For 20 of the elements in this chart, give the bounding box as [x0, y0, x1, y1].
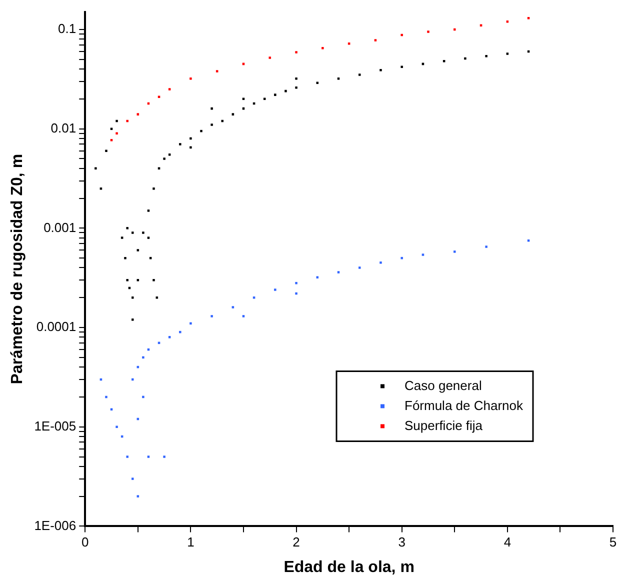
x-tick-label: 2 [292, 534, 300, 550]
y-tick-label: 0.1 [58, 21, 76, 36]
y-tick-label: 1E-005 [34, 418, 76, 434]
y-tick-label: 1E-006 [34, 518, 76, 533]
y-tick-label: 0.001 [44, 220, 76, 235]
y-axis-title: Parámetro de rugosidad Z0, m [9, 154, 26, 384]
x-tick-label: 5 [609, 534, 617, 550]
x-tick-label: 3 [398, 534, 406, 550]
x-tick-label: 0 [82, 534, 89, 550]
legend-label: Fórmula de Charnok [404, 398, 524, 413]
point [506, 20, 509, 23]
legend-label: Superficie fija [404, 418, 484, 433]
x-tick-label: 1 [187, 534, 194, 550]
y-tick-label: 0.01 [50, 120, 76, 136]
y-tick-label: 0.0001 [36, 319, 76, 334]
point [168, 153, 171, 156]
x-axis-title: Edad de la ola, m [284, 558, 414, 576]
point [136, 278, 140, 282]
legend-label: Caso general [404, 378, 482, 393]
x-tick-label: 4 [504, 534, 512, 550]
